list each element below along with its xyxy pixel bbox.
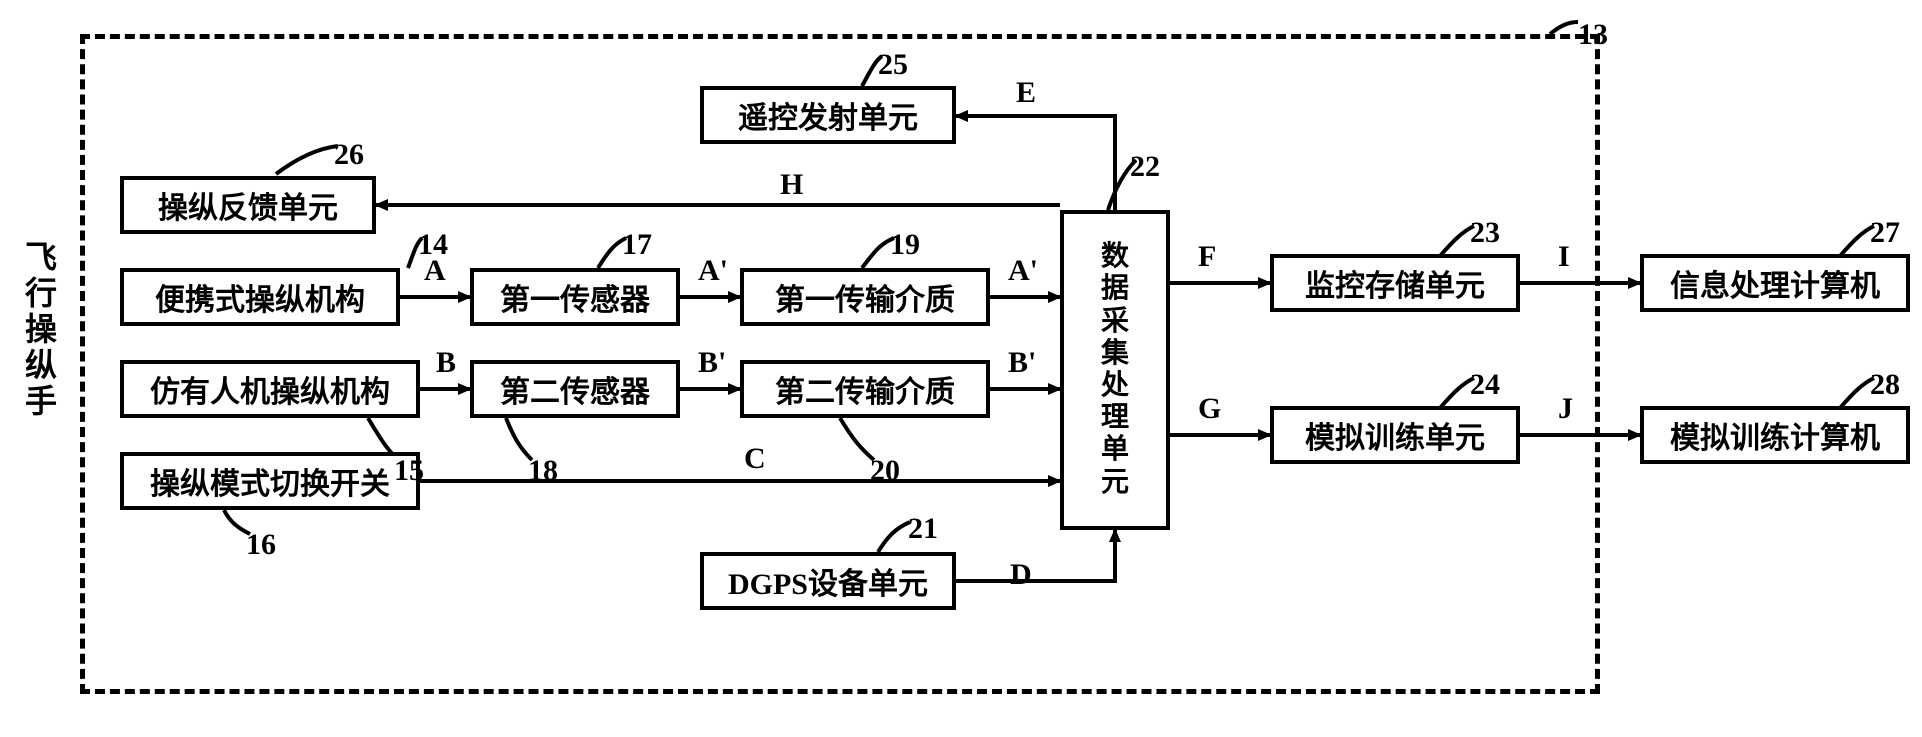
- block-b19: 第一传输介质: [740, 268, 990, 326]
- ref-label-r21: 21: [908, 512, 938, 546]
- block-b21: DGPS设备单元: [700, 552, 956, 610]
- signal-label-A2: A': [1008, 254, 1038, 288]
- ref-label-r25: 25: [878, 48, 908, 82]
- signal-label-D: D: [1010, 558, 1032, 592]
- block-label: 模拟训练单元: [1305, 413, 1485, 457]
- flight-operator-label: 飞行操纵手: [16, 240, 62, 420]
- block-label: 操纵模式切换开关: [150, 459, 390, 503]
- ref-label-r26: 26: [334, 138, 364, 172]
- block-b14: 便携式操纵机构: [120, 268, 400, 326]
- signal-label-F: F: [1198, 240, 1216, 274]
- ref-label-r24: 24: [1470, 368, 1500, 402]
- signal-label-I: I: [1558, 240, 1570, 274]
- ref-label-r27: 27: [1870, 216, 1900, 250]
- ref-label-r28: 28: [1870, 368, 1900, 402]
- ref-label-r22: 22: [1130, 150, 1160, 184]
- block-label: 第一传感器: [500, 275, 650, 319]
- signal-label-B2: B': [1008, 346, 1036, 380]
- block-b27: 信息处理计算机: [1640, 254, 1910, 312]
- block-b23: 监控存储单元: [1270, 254, 1520, 312]
- block-label: 遥控发射单元: [738, 93, 918, 137]
- block-label: 监控存储单元: [1305, 261, 1485, 305]
- block-label: 模拟训练计算机: [1670, 413, 1880, 457]
- block-b16: 操纵模式切换开关: [120, 452, 420, 510]
- signal-label-B1: B': [698, 346, 726, 380]
- block-label: 第一传输介质: [775, 275, 955, 319]
- signal-label-H: H: [780, 168, 803, 202]
- block-label: 信息处理计算机: [1670, 261, 1880, 305]
- block-label: 数据采集处理单元: [1101, 241, 1129, 499]
- block-b20: 第二传输介质: [740, 360, 990, 418]
- block-label: 操纵反馈单元: [158, 183, 338, 227]
- signal-label-C: C: [744, 442, 766, 476]
- block-label: 便携式操纵机构: [155, 275, 365, 319]
- ref-label-r23: 23: [1470, 216, 1500, 250]
- signal-label-E: E: [1016, 76, 1036, 110]
- signal-label-J: J: [1558, 392, 1573, 426]
- signal-label-A1: A': [698, 254, 728, 288]
- ref-label-r19: 19: [890, 228, 920, 262]
- signal-label-G: G: [1198, 392, 1221, 426]
- block-b15: 仿有人机操纵机构: [120, 360, 420, 418]
- signal-label-B: B: [436, 346, 456, 380]
- ref-label-r14: 14: [418, 228, 448, 262]
- ref-label-r20: 20: [870, 454, 900, 488]
- ref-label-r16: 16: [246, 528, 276, 562]
- block-label: DGPS设备单元: [728, 559, 928, 603]
- block-b26: 操纵反馈单元: [120, 176, 376, 234]
- ref-label-r18: 18: [528, 454, 558, 488]
- block-label: 第二传输介质: [775, 367, 955, 411]
- ref-label-r13: 13: [1578, 18, 1608, 52]
- ref-label-r17: 17: [622, 228, 652, 262]
- block-b17: 第一传感器: [470, 268, 680, 326]
- ref-label-r15: 15: [394, 454, 424, 488]
- block-b25: 遥控发射单元: [700, 86, 956, 144]
- block-label: 仿有人机操纵机构: [150, 367, 390, 411]
- block-b22: 数据采集处理单元: [1060, 210, 1170, 530]
- block-b24: 模拟训练单元: [1270, 406, 1520, 464]
- block-b28: 模拟训练计算机: [1640, 406, 1910, 464]
- block-b18: 第二传感器: [470, 360, 680, 418]
- block-label: 第二传感器: [500, 367, 650, 411]
